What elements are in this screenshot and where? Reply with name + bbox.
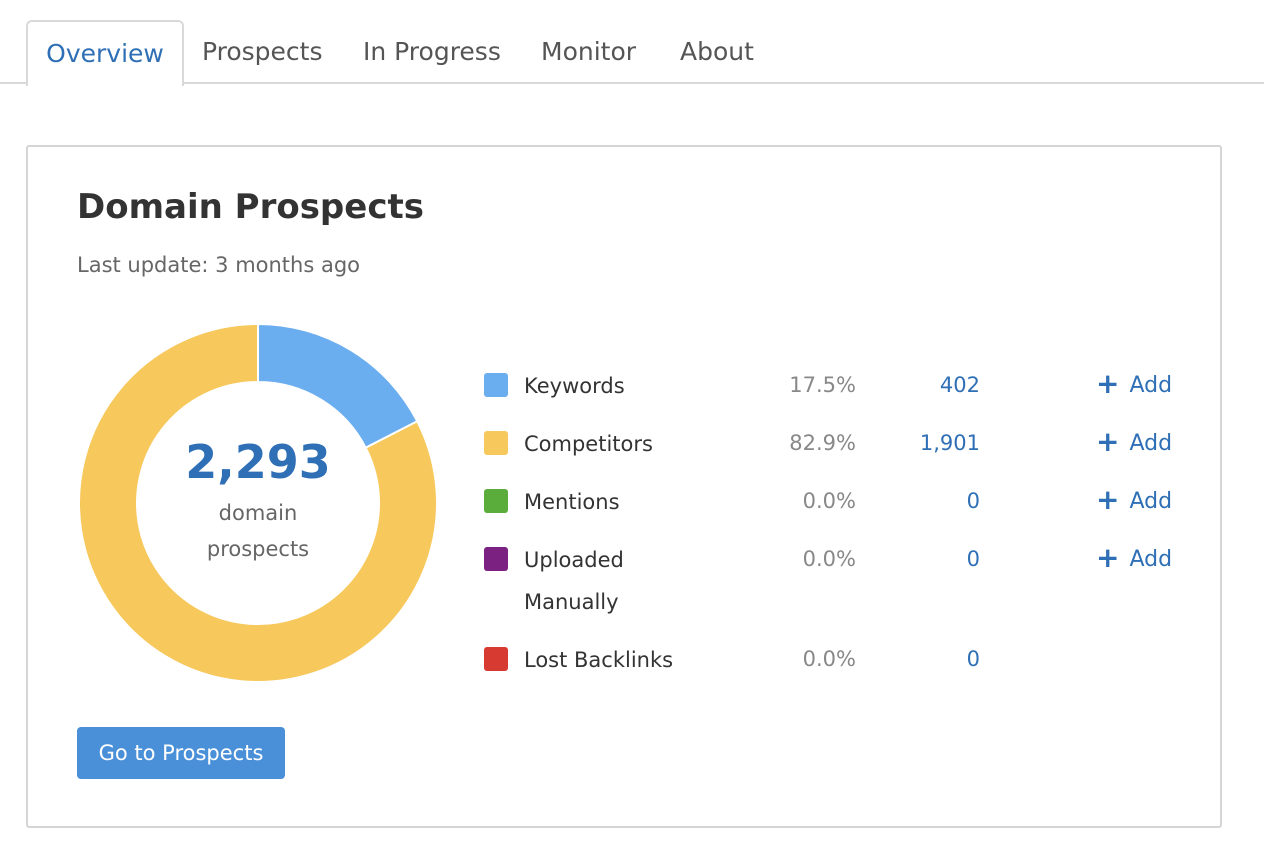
legend-count-link[interactable]: 0	[966, 547, 980, 571]
tab-prospects[interactable]: Prospects	[202, 37, 323, 66]
donut-slice-keywords	[257, 323, 419, 450]
plus-icon: +	[1096, 483, 1120, 516]
legend-percent: 0.0%	[802, 647, 856, 671]
legend-row-uploaded-manually: Uploaded Manually 0.0% 0 + Add	[484, 539, 1204, 623]
legend-count-link[interactable]: 1,901	[919, 431, 980, 455]
legend-row-competitors: Competitors 82.9% 1,901 + Add	[484, 423, 1204, 463]
add-label: Add	[1129, 431, 1173, 456]
add-label: Add	[1129, 547, 1173, 572]
legend-percent: 0.0%	[802, 489, 856, 513]
plus-icon: +	[1096, 541, 1120, 574]
card-title: Domain Prospects	[77, 187, 424, 227]
legend-count-link[interactable]: 402	[939, 373, 980, 397]
legend-row-keywords: Keywords 17.5% 402 + Add	[484, 365, 1204, 405]
add-label: Add	[1129, 373, 1173, 398]
lost-backlinks-swatch	[484, 647, 508, 671]
add-mentions-button[interactable]: + Add	[1096, 483, 1172, 519]
uploaded-manually-swatch	[484, 547, 508, 571]
keywords-swatch	[484, 373, 508, 397]
legend-label: Mentions	[524, 490, 620, 514]
legend-row-mentions: Mentions 0.0% 0 + Add	[484, 481, 1204, 521]
tab-bar: Overview Prospects In Progress Monitor A…	[0, 0, 1264, 86]
donut-chart	[78, 323, 438, 683]
tab-about[interactable]: About	[680, 37, 754, 66]
legend-label: Uploaded Manually	[524, 548, 624, 614]
add-keywords-button[interactable]: + Add	[1096, 367, 1172, 403]
legend-percent: 0.0%	[802, 547, 856, 571]
legend-label: Competitors	[524, 432, 653, 456]
add-label: Add	[1129, 489, 1173, 514]
last-update-text: Last update: 3 months ago	[77, 253, 361, 277]
legend-row-lost-backlinks: Lost Backlinks 0.0% 0	[484, 639, 1204, 679]
legend-count-link[interactable]: 0	[966, 489, 980, 513]
tab-overview[interactable]: Overview	[26, 20, 184, 86]
competitors-swatch	[484, 431, 508, 455]
tab-monitor[interactable]: Monitor	[541, 37, 637, 66]
legend-percent: 82.9%	[789, 431, 856, 455]
donut-slice-competitors	[78, 323, 438, 683]
tab-in-progress[interactable]: In Progress	[363, 37, 501, 66]
legend-count-link[interactable]: 0	[966, 647, 980, 671]
plus-icon: +	[1096, 425, 1120, 458]
go-to-prospects-button[interactable]: Go to Prospects	[77, 727, 285, 779]
mentions-swatch	[484, 489, 508, 513]
domain-prospects-card: Domain Prospects Last update: 3 months a…	[26, 145, 1222, 828]
legend-label: Keywords	[524, 374, 625, 398]
add-competitors-button[interactable]: + Add	[1096, 425, 1172, 461]
add-uploaded-manually-button[interactable]: + Add	[1096, 541, 1172, 577]
legend-percent: 17.5%	[789, 373, 856, 397]
plus-icon: +	[1096, 367, 1120, 400]
legend-label: Lost Backlinks	[524, 648, 674, 672]
